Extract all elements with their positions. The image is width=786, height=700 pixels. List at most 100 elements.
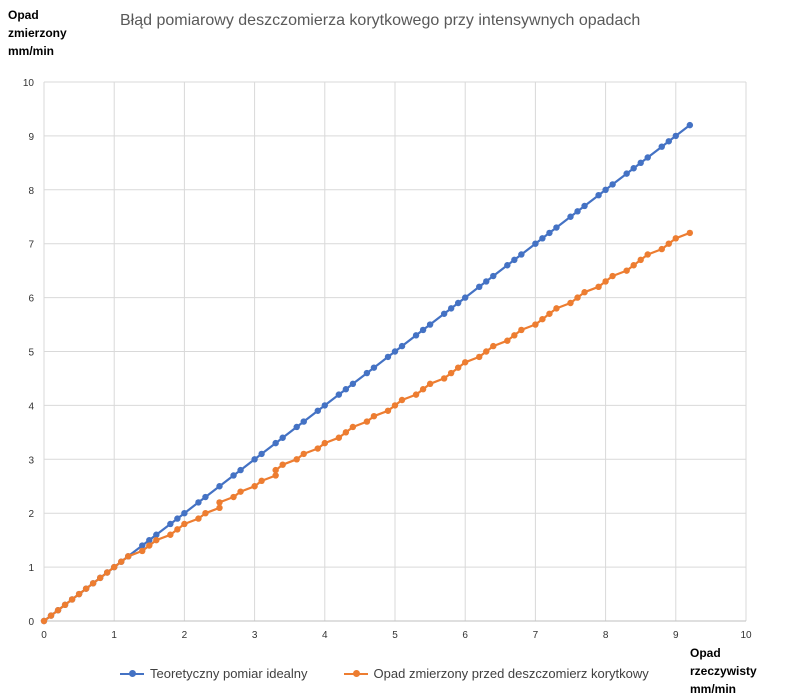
x-tick-label: 6 — [462, 630, 468, 641]
data-point-series-0 — [567, 213, 574, 220]
x-tick-label: 7 — [533, 630, 539, 641]
y-axis-title: Opad zmierzony mm/min — [8, 6, 88, 60]
data-point-series-1 — [216, 499, 223, 506]
x-tick-label: 0 — [41, 630, 47, 641]
data-point-series-1 — [412, 391, 420, 398]
data-point-series-1 — [658, 245, 665, 253]
data-point-series-1 — [637, 256, 644, 264]
data-point-series-0 — [483, 278, 490, 285]
legend-swatch-ideal — [120, 669, 144, 679]
data-point-series-1 — [272, 466, 279, 474]
data-point-series-0 — [553, 224, 560, 231]
data-point-series-1 — [251, 483, 258, 490]
data-point-series-0 — [665, 138, 672, 145]
data-point-series-1 — [539, 315, 546, 323]
legend-label-measured: Opad zmierzony przed deszczomierz korytk… — [373, 666, 649, 681]
data-point-series-1 — [293, 456, 300, 463]
data-point-series-1 — [111, 563, 118, 571]
data-point-series-0 — [637, 159, 644, 167]
data-point-series-1 — [595, 283, 602, 291]
data-point-series-0 — [419, 326, 427, 334]
data-point-series-0 — [476, 283, 483, 291]
y-tick-label: 10 — [23, 78, 35, 89]
legend-label-ideal: Teoretyczny pomiar idealny — [150, 666, 308, 681]
data-point-series-0 — [342, 386, 350, 393]
data-point-series-1 — [54, 607, 62, 614]
data-point-series-1 — [349, 423, 357, 431]
data-point-series-1 — [89, 580, 97, 587]
data-point-series-1 — [490, 342, 497, 350]
chart-title: Błąd pomiarowy deszczomierza korytkowego… — [120, 12, 641, 29]
y-tick-label: 8 — [28, 186, 34, 197]
data-point-series-0 — [511, 256, 518, 264]
data-point-series-1 — [447, 369, 455, 377]
data-point-series-1 — [75, 590, 83, 598]
y-tick-label: 9 — [28, 132, 34, 143]
y-tick-label: 6 — [28, 294, 34, 305]
data-point-series-1 — [518, 326, 525, 334]
data-point-series-1 — [96, 574, 104, 582]
data-point-series-1 — [623, 267, 630, 274]
data-point-series-0 — [279, 434, 286, 441]
legend-item-ideal: Teoretyczny pomiar idealny — [120, 666, 308, 681]
data-point-series-1 — [440, 375, 448, 382]
data-point-series-0 — [153, 531, 160, 538]
data-point-series-0 — [202, 493, 209, 501]
data-point-series-0 — [195, 499, 202, 506]
x-axis-title-line-3: mm/min — [690, 682, 737, 696]
data-point-series-1 — [118, 558, 125, 565]
data-point-series-1 — [103, 569, 111, 576]
data-point-series-0 — [321, 402, 328, 409]
data-point-series-1 — [300, 450, 307, 458]
data-point-series-0 — [581, 202, 588, 210]
data-point-series-0 — [391, 348, 399, 355]
data-point-series-0 — [181, 510, 188, 517]
data-point-series-0 — [426, 321, 434, 328]
data-point-series-0 — [602, 186, 609, 193]
x-tick-label: 1 — [111, 630, 117, 641]
data-point-series-0 — [454, 299, 462, 307]
x-axis-title-line-1: Opad — [690, 646, 721, 660]
data-point-series-1 — [40, 617, 48, 625]
data-point-series-0 — [314, 407, 321, 414]
data-point-series-1 — [546, 310, 553, 317]
data-point-series-0 — [167, 520, 174, 528]
data-point-series-1 — [454, 364, 462, 371]
data-point-series-0 — [595, 191, 602, 199]
y-tick-label: 4 — [28, 401, 34, 412]
data-point-series-0 — [644, 154, 651, 161]
data-point-series-1 — [581, 289, 588, 296]
data-point-series-1 — [216, 504, 223, 512]
data-point-series-0 — [398, 342, 406, 350]
data-point-series-1 — [82, 585, 90, 592]
data-point-series-1 — [602, 278, 609, 285]
data-point-series-1 — [237, 488, 244, 495]
data-point-series-0 — [216, 483, 223, 490]
x-tick-label: 10 — [740, 630, 752, 641]
data-point-series-1 — [342, 429, 350, 436]
data-point-series-1 — [68, 596, 76, 603]
data-point-series-0 — [440, 310, 448, 317]
data-point-series-1 — [462, 359, 469, 366]
data-point-series-0 — [630, 165, 637, 172]
data-point-series-0 — [146, 536, 153, 544]
data-point-series-1 — [532, 321, 539, 328]
data-point-series-1 — [574, 294, 581, 301]
data-point-series-1 — [314, 445, 321, 452]
y-tick-label: 5 — [28, 348, 34, 359]
data-point-series-1 — [363, 418, 371, 425]
data-point-series-1 — [672, 235, 679, 242]
data-point-series-1 — [665, 240, 672, 247]
data-point-series-0 — [532, 240, 539, 247]
data-point-series-0 — [258, 450, 265, 458]
data-point-series-1 — [476, 353, 483, 361]
y-axis-title-line-3: mm/min — [8, 44, 55, 58]
data-point-series-1 — [483, 348, 490, 355]
data-point-series-0 — [490, 272, 497, 280]
data-point-series-1 — [609, 272, 616, 280]
data-point-series-1 — [553, 305, 560, 312]
data-point-series-1 — [195, 515, 202, 522]
data-point-series-0 — [230, 472, 237, 479]
data-point-series-1 — [370, 412, 378, 420]
data-point-series-0 — [174, 515, 181, 522]
